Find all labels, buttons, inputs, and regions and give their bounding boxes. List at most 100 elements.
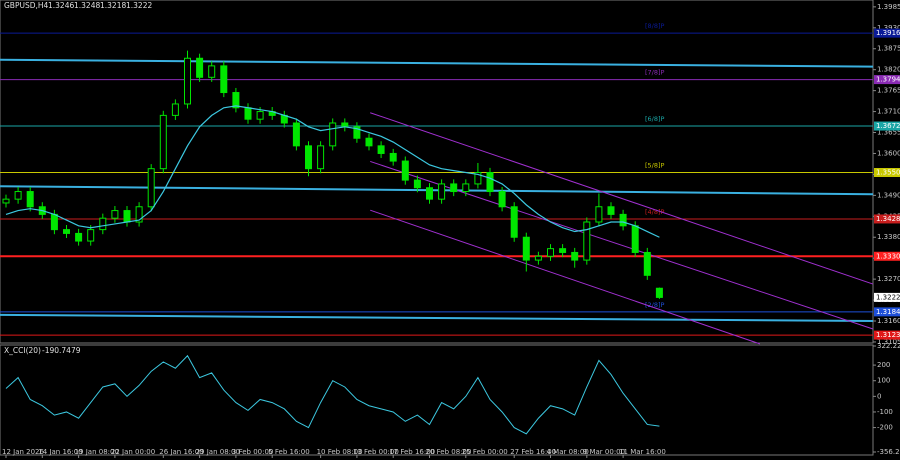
candle-body	[426, 187, 433, 200]
x-tick-label: 5 Feb 16:00	[268, 448, 309, 456]
y-tick-label: 1.3875	[877, 45, 900, 53]
candle-body	[510, 206, 518, 238]
level-price-box	[874, 75, 900, 85]
price-frame	[0, 0, 874, 344]
x-tick-label: 3 Feb 00:00	[232, 448, 273, 456]
level-label: [7/8]P	[645, 69, 665, 77]
level-price-box	[874, 307, 900, 317]
level-price-label: 1.3550	[876, 169, 900, 177]
low-price: 1.3218	[100, 1, 126, 10]
candle-body	[474, 172, 482, 185]
y-tick-label: 1.3600	[877, 149, 900, 157]
candle-body	[208, 65, 216, 78]
candle-body	[50, 213, 58, 231]
cci-value: -190.7479	[42, 346, 81, 355]
x-tick-label: 17 Feb 16:00	[389, 448, 435, 456]
cci-tick-label: -200	[877, 424, 893, 432]
x-tick-label: 4 Mar 08:00	[547, 448, 589, 456]
trend-line	[0, 313, 874, 323]
cci-tick-label: 200	[877, 361, 890, 369]
level-label: [2/8]P	[645, 301, 665, 309]
candle-body	[220, 65, 228, 94]
level-label: [4/8]P	[645, 208, 665, 216]
price-header: GBPUSD,H4 1.3246 1.3248 1.3218 1.3222 X_…	[4, 1, 152, 355]
candle-body	[184, 57, 191, 105]
candle-body	[377, 145, 385, 154]
candle-body	[389, 152, 397, 162]
y-tick-label: 1.3930	[877, 24, 900, 32]
level-price-box	[874, 330, 900, 340]
high-price: 1.3248	[74, 1, 100, 10]
level-label: [5/8]P	[645, 162, 665, 170]
candle-body	[413, 179, 421, 189]
x-tick-label: 20 Feb 08:00	[426, 448, 472, 456]
cci-tick-label: -100	[877, 408, 893, 416]
candle-body	[63, 229, 70, 234]
candle-body	[462, 183, 470, 193]
level-price-box	[874, 28, 900, 38]
candle-body	[559, 248, 567, 253]
candle-body	[317, 145, 325, 170]
y-tick-label: 1.3655	[877, 129, 900, 137]
candle-body	[498, 191, 506, 208]
level-price-box	[874, 251, 900, 261]
candle-body	[196, 57, 204, 78]
cci-frame	[0, 344, 874, 456]
x-tick-label: 9 Mar 00:00	[583, 448, 625, 456]
candle-body	[123, 210, 131, 223]
candle-body	[111, 210, 119, 219]
x-tick-label: 27 Feb 16:00	[510, 448, 556, 456]
candle-body	[401, 160, 409, 181]
candle-body	[256, 111, 264, 120]
open-price: 1.3246	[48, 1, 74, 10]
y-tick-label: 1.3710	[877, 108, 900, 116]
current-price-label: 1.3222	[876, 293, 900, 301]
candle-body	[534, 255, 542, 261]
cci-tick-label: 322.2214	[877, 342, 900, 350]
symbol: GBPUSD,H4	[4, 1, 49, 10]
candle-body	[75, 232, 83, 242]
x-tick-label: 22 Jan 00:00	[111, 448, 155, 456]
candle-body	[595, 206, 603, 223]
candle-body	[438, 183, 446, 200]
candle-body	[486, 172, 494, 193]
level-price-label: 1.3330	[876, 252, 900, 260]
y-tick-label: 1.3380	[877, 233, 900, 241]
x-tick-label: 26 Jan 16:00	[159, 448, 203, 456]
trend-line	[0, 58, 874, 68]
x-tick-label: 19 Jan 08:00	[75, 448, 119, 456]
candle-body	[631, 225, 639, 253]
y-tick-label: 1.3490	[877, 191, 900, 199]
channel-line	[370, 112, 874, 285]
candle-body	[147, 168, 155, 208]
channel-line	[370, 209, 760, 345]
x-tick-label: 14 Jan 16:00	[38, 448, 82, 456]
x-tick-label: 11 Mar 16:00	[619, 448, 666, 456]
candle-body	[353, 126, 361, 139]
trend-line	[0, 185, 874, 196]
current-price-box	[874, 292, 900, 302]
level-price-box	[874, 214, 900, 224]
moving-average	[5, 105, 660, 238]
level-price-label: 1.3794	[876, 76, 900, 84]
candle-body	[643, 251, 651, 276]
candle-body	[292, 122, 300, 147]
level-label: [8/8]P	[645, 22, 665, 30]
level-label: [6/8]P	[645, 115, 665, 123]
cci-tick-label: 0	[877, 392, 881, 400]
y-tick-label: 1.3765	[877, 87, 900, 95]
level-price-label: 1.3428	[876, 215, 900, 223]
level-price-box	[874, 168, 900, 177]
cci-tick-label: -356.2214	[877, 448, 900, 456]
candle-body	[135, 206, 143, 223]
y-tick-label: 1.3105	[877, 338, 900, 346]
candle-body	[583, 221, 591, 261]
candle-body	[619, 213, 627, 227]
candle-body	[99, 217, 107, 231]
level-price-label: 1.3184	[876, 308, 900, 316]
level-price-box	[874, 121, 900, 131]
candle-body	[14, 191, 22, 200]
close-price: 1.3222	[126, 1, 152, 10]
candle-body	[365, 137, 373, 147]
